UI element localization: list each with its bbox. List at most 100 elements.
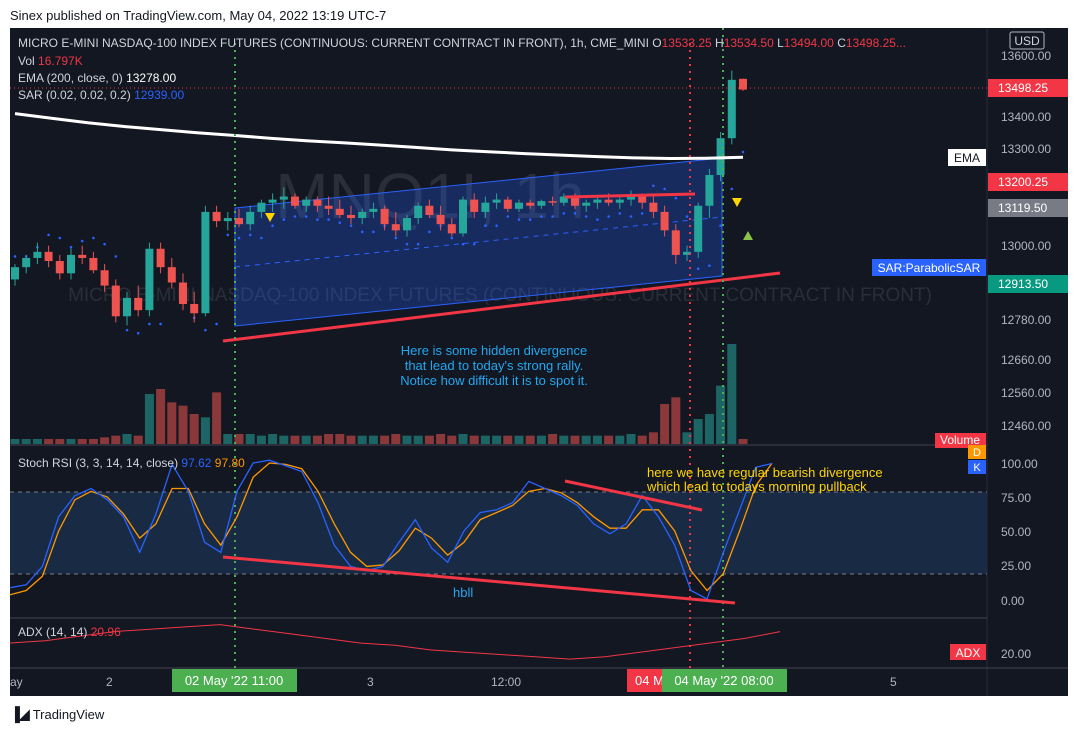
symbol-watermark-sub: MICRO E-MINI NASDAQ-100 INDEX FUTURES (C… [68, 285, 932, 306]
sar-dot [562, 212, 566, 215]
volume-bar [144, 394, 154, 444]
symbol-title: MICRO E-MINI NASDAQ-100 INDEX FUTURES (C… [18, 36, 649, 50]
candle-body [615, 199, 624, 203]
candle-body [145, 248, 154, 311]
candle-body [481, 202, 490, 212]
candle-body [739, 78, 747, 90]
candles [11, 70, 747, 326]
sar-dot [237, 236, 241, 240]
candle-body [33, 251, 42, 258]
volume-bar [581, 435, 591, 444]
volume-bar [256, 435, 266, 444]
ema-legend[interactable]: EMA (200, close, 0) 13278.00 [18, 71, 177, 85]
sar-dot [428, 230, 431, 234]
sar-dot [573, 212, 577, 215]
sar-dot [394, 236, 398, 240]
candle-body [548, 201, 557, 203]
price-tick: 13600.00 [1001, 49, 1051, 63]
sar-dot [47, 233, 50, 237]
sar-dot [674, 196, 678, 200]
stoch-band [10, 492, 987, 574]
sar-dot [260, 236, 263, 240]
volume-bar [402, 435, 412, 444]
main-legend[interactable]: MICRO E-MINI NASDAQ-100 INDEX FUTURES (C… [18, 36, 906, 50]
time-marker-red [627, 669, 672, 692]
stoch-d-tag-label: D [973, 447, 981, 459]
annotation-hbll: hbll [453, 585, 473, 600]
volume-bar [604, 435, 614, 444]
sar-dot [472, 242, 476, 246]
candle-body [671, 230, 680, 255]
adx-legend[interactable]: ADX (14, 14) 20.96 [18, 625, 121, 639]
candle-body [212, 211, 221, 222]
candle-body [358, 211, 367, 219]
sar-dot [226, 233, 230, 237]
stoch-legend[interactable]: Stoch RSI (3, 3, 14, 14, close) 97.62 97… [18, 456, 245, 470]
candle-body [167, 267, 176, 283]
time-tick: 12:00 [491, 675, 521, 689]
volume-bar [44, 439, 54, 444]
stoch-tick: 25.00 [1001, 559, 1031, 573]
ema-tag [948, 149, 986, 166]
stoch-tick: 0.00 [1001, 594, 1025, 608]
volume-bar [570, 435, 580, 444]
sar-dot [103, 242, 106, 246]
time-tick: 5 [890, 675, 897, 689]
sar-dot [316, 218, 319, 221]
volume-bar [424, 435, 434, 444]
candle-body [100, 270, 109, 286]
volume-bar [559, 435, 569, 444]
sar-dot [719, 224, 722, 228]
chart-canvas[interactable]: MNQ1!, 1h MICRO E-MINI NASDAQ-100 INDEX … [10, 28, 1068, 696]
volume-bar [111, 435, 121, 444]
volume-bar [156, 389, 166, 444]
sar-dot [304, 215, 308, 218]
sar-tag-label: SAR:ParabolicSAR [878, 261, 981, 275]
chart-frame[interactable]: MNQ1!, 1h MICRO E-MINI NASDAQ-100 INDEX … [10, 28, 1068, 696]
candle-body [335, 208, 344, 215]
candle-body [44, 251, 53, 262]
candle-body [156, 248, 165, 268]
adx-line [10, 624, 781, 660]
trendline-stoch-bearish [564, 479, 703, 512]
volume-bar [100, 437, 110, 444]
candle-body [291, 196, 299, 206]
currency-badge[interactable] [1009, 31, 1045, 50]
sar-dot [271, 224, 274, 228]
sar-dot [114, 255, 118, 258]
candle-body [459, 199, 467, 234]
volume-legend[interactable]: Vol 16.797K [18, 54, 83, 68]
volume-bar [447, 435, 457, 444]
volume-bar [592, 435, 602, 444]
candle-body [660, 211, 669, 231]
price-tick: 12560.00 [1001, 386, 1051, 400]
sar-dot [80, 239, 84, 243]
candle-body [470, 199, 479, 212]
sar-dot [506, 215, 510, 218]
candle-body [683, 251, 691, 255]
volume-bar [436, 434, 446, 444]
volume-bar [671, 397, 681, 444]
candle-body [638, 196, 647, 203]
volume-bar [55, 439, 65, 444]
sar-dot [629, 215, 633, 218]
volume-bar [480, 435, 490, 444]
annotation-hidden-1: Here is some hidden divergence [401, 343, 587, 358]
sar-dot [248, 233, 252, 237]
volume-bar [357, 435, 367, 444]
sar-dot [708, 264, 711, 267]
sar-legend[interactable]: SAR (0.02, 0.02, 0.2) 12939.00 [18, 88, 185, 102]
candle-body [526, 202, 535, 206]
candle-body [257, 202, 266, 212]
adx-tick: 20.00 [1001, 647, 1031, 661]
sar-dot [551, 215, 554, 218]
publisher-header: Sinex published on TradingView.com, May … [10, 8, 387, 23]
last-price-tag [988, 79, 1068, 97]
volume-bar [234, 434, 244, 444]
sar-dot [293, 215, 297, 218]
candle-body [11, 267, 19, 280]
volume-bar [660, 404, 670, 444]
sar-dot [416, 242, 420, 246]
volume-bar [368, 435, 378, 444]
candle-body [571, 196, 579, 206]
